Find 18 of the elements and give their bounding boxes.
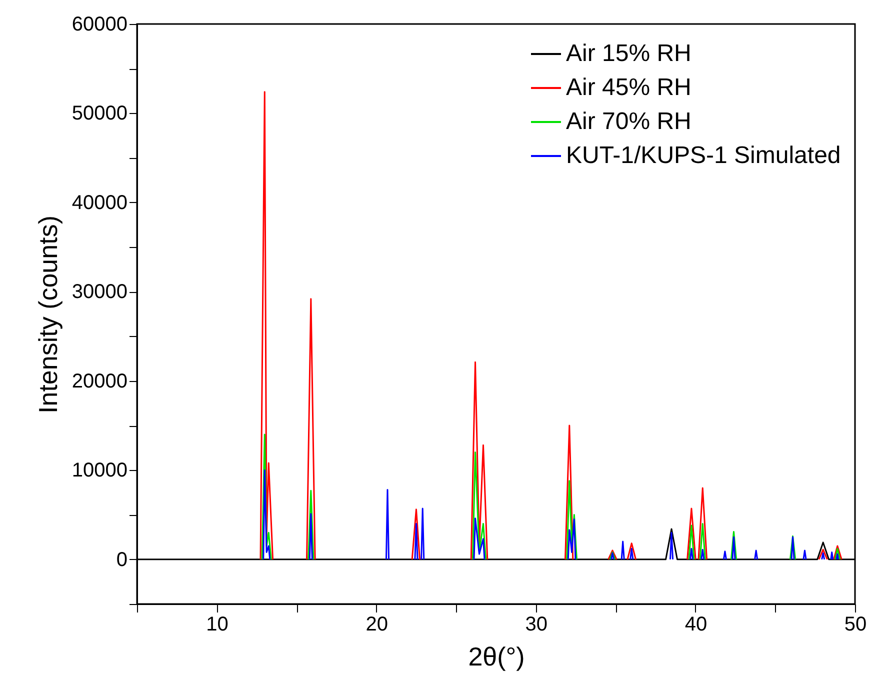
y-tick-label: 60000 <box>72 14 128 36</box>
x-tick-label: 40 <box>684 614 708 636</box>
legend-label: Air 70% RH <box>566 108 692 135</box>
y-tick-label: 40000 <box>72 192 128 214</box>
y-tick-label: 10000 <box>72 460 128 482</box>
x-axis-title: 2θ(°) <box>468 642 525 672</box>
x-tick-label: 50 <box>844 614 867 636</box>
y-tick-label: 50000 <box>72 102 128 125</box>
legend-label: KUT-1/KUPS-1 Simulated <box>566 142 841 169</box>
legend-label: Air 45% RH <box>566 74 692 101</box>
x-tick-label: 20 <box>366 614 388 636</box>
y-axis-title: Intensity (counts) <box>32 216 63 414</box>
x-tick-label: 30 <box>525 614 548 636</box>
legend-label: Air 15% RH <box>566 40 692 67</box>
y-tick-label: 0 <box>116 548 128 571</box>
y-tick-label: 30000 <box>72 281 128 304</box>
x-tick-label: 10 <box>206 614 228 636</box>
y-tick-label: 20000 <box>72 370 128 392</box>
